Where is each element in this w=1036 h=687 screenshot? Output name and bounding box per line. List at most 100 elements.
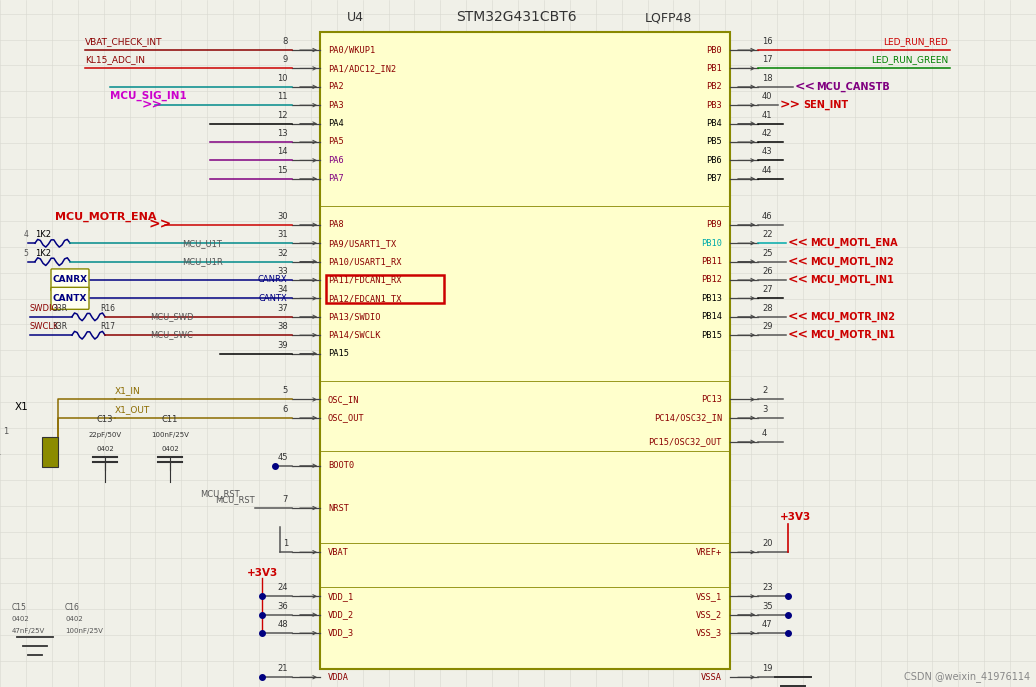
Text: SWDIO: SWDIO [30, 304, 59, 313]
Text: VBAT: VBAT [328, 548, 349, 556]
Text: X1: X1 [15, 402, 29, 412]
Text: OSC_IN: OSC_IN [328, 395, 359, 404]
Text: PA12/FDCAN1_TX: PA12/FDCAN1_TX [328, 294, 402, 303]
Text: CANTX: CANTX [53, 294, 87, 303]
Bar [320, 32, 730, 669]
Text: 26: 26 [762, 267, 773, 276]
Text: 31: 31 [278, 230, 288, 239]
Text: SWCLK: SWCLK [30, 322, 59, 331]
Text: PC14/OSC32_IN: PC14/OSC32_IN [654, 414, 722, 423]
Text: CSDN @weixin_41976114: CSDN @weixin_41976114 [903, 671, 1030, 682]
Text: LED_RUN_RED: LED_RUN_RED [884, 37, 948, 46]
Text: <<: << [788, 255, 809, 268]
Text: 20: 20 [762, 539, 773, 548]
Text: 4: 4 [762, 429, 768, 438]
Text: PB0: PB0 [707, 45, 722, 54]
Text: MCU_U1T: MCU_U1T [182, 238, 222, 247]
Text: 33R: 33R [53, 304, 67, 313]
Text: PA8: PA8 [328, 221, 344, 229]
Text: 48: 48 [278, 620, 288, 629]
Text: 2: 2 [762, 387, 768, 396]
Text: MCU_RST: MCU_RST [200, 489, 239, 498]
Text: 17: 17 [762, 56, 773, 65]
Text: PA7: PA7 [328, 174, 344, 183]
Text: 21: 21 [278, 664, 288, 673]
Text: MCU_MOTR_IN2: MCU_MOTR_IN2 [810, 312, 895, 322]
Text: PB3: PB3 [707, 101, 722, 110]
Text: VDD_2: VDD_2 [328, 610, 354, 619]
Text: VDDA: VDDA [328, 673, 349, 682]
Text: PA2: PA2 [328, 82, 344, 91]
Text: >>: >> [780, 99, 801, 112]
Text: PC15/OSC32_OUT: PC15/OSC32_OUT [649, 438, 722, 447]
Text: STM32G431CBT6: STM32G431CBT6 [457, 10, 577, 24]
Text: PA1/ADC12_IN2: PA1/ADC12_IN2 [328, 64, 396, 73]
Text: 23: 23 [762, 583, 773, 592]
Text: VREF+: VREF+ [696, 548, 722, 556]
Text: MCU_MOTL_ENA: MCU_MOTL_ENA [810, 238, 897, 248]
Text: MCU_SWD: MCU_SWD [150, 312, 194, 322]
Text: CANRX: CANRX [53, 275, 88, 284]
Text: 47nF/25V: 47nF/25V [12, 628, 46, 634]
Text: 5: 5 [283, 387, 288, 396]
Text: 34: 34 [278, 285, 288, 294]
Text: 16: 16 [762, 37, 773, 46]
Text: 33: 33 [278, 267, 288, 276]
Text: 41: 41 [762, 111, 773, 120]
Text: 15: 15 [278, 166, 288, 174]
Text: 0402: 0402 [96, 446, 114, 452]
Text: PB11: PB11 [701, 257, 722, 266]
Text: 32: 32 [278, 249, 288, 258]
Text: 36: 36 [278, 602, 288, 611]
Text: MCU_MOTR_IN1: MCU_MOTR_IN1 [810, 330, 895, 340]
Text: 43: 43 [762, 148, 773, 157]
Text: VBAT_CHECK_INT: VBAT_CHECK_INT [85, 37, 163, 46]
Text: PB12: PB12 [701, 275, 722, 284]
Text: PA15: PA15 [328, 349, 349, 358]
Text: MCU_SWC: MCU_SWC [150, 330, 193, 339]
Text: X1_OUT: X1_OUT [115, 405, 150, 414]
Text: 42: 42 [762, 129, 773, 138]
Text: X1_IN: X1_IN [115, 387, 141, 396]
Text: PB9: PB9 [707, 221, 722, 229]
Text: PA5: PA5 [328, 137, 344, 146]
Text: C16: C16 [65, 603, 80, 612]
Text: 22: 22 [762, 230, 773, 239]
Text: 3: 3 [762, 405, 768, 414]
Text: 39: 39 [278, 341, 288, 350]
Text: MCU_SIG_IN1: MCU_SIG_IN1 [110, 91, 186, 101]
Text: 40: 40 [762, 92, 773, 101]
Text: CANRX: CANRX [257, 275, 287, 284]
Text: 8MHz/5032: 8MHz/5032 [0, 430, 2, 473]
Text: >>: >> [142, 99, 163, 112]
Text: 33R: 33R [53, 322, 67, 331]
Text: <<: << [788, 236, 809, 249]
Text: R16: R16 [100, 304, 115, 313]
Text: LQFP48: LQFP48 [644, 11, 692, 24]
Text: PA0/WKUP1: PA0/WKUP1 [328, 45, 375, 54]
Text: PB1: PB1 [707, 64, 722, 73]
Text: VDD_1: VDD_1 [328, 592, 354, 601]
Bar [326, 275, 444, 304]
Text: OSC_OUT: OSC_OUT [328, 414, 365, 423]
Text: 24: 24 [278, 583, 288, 592]
Text: PB13: PB13 [701, 294, 722, 303]
Text: VSS_2: VSS_2 [696, 610, 722, 619]
Text: 1: 1 [3, 427, 8, 436]
Text: 14: 14 [278, 148, 288, 157]
Text: <<: << [795, 80, 816, 93]
Text: PB7: PB7 [707, 174, 722, 183]
Text: C13: C13 [96, 415, 113, 424]
Text: 45: 45 [278, 453, 288, 462]
Text: 1: 1 [283, 539, 288, 548]
Text: 47: 47 [762, 620, 773, 629]
FancyBboxPatch shape [51, 269, 89, 291]
Text: 100nF/25V: 100nF/25V [65, 628, 103, 634]
Text: 22pF/50V: 22pF/50V [88, 432, 121, 438]
Text: 38: 38 [278, 322, 288, 331]
Text: PA9/USART1_TX: PA9/USART1_TX [328, 238, 396, 247]
Text: VSSA: VSSA [701, 673, 722, 682]
Text: PB5: PB5 [707, 137, 722, 146]
Text: 25: 25 [762, 249, 773, 258]
Text: +3V3: +3V3 [247, 568, 278, 578]
